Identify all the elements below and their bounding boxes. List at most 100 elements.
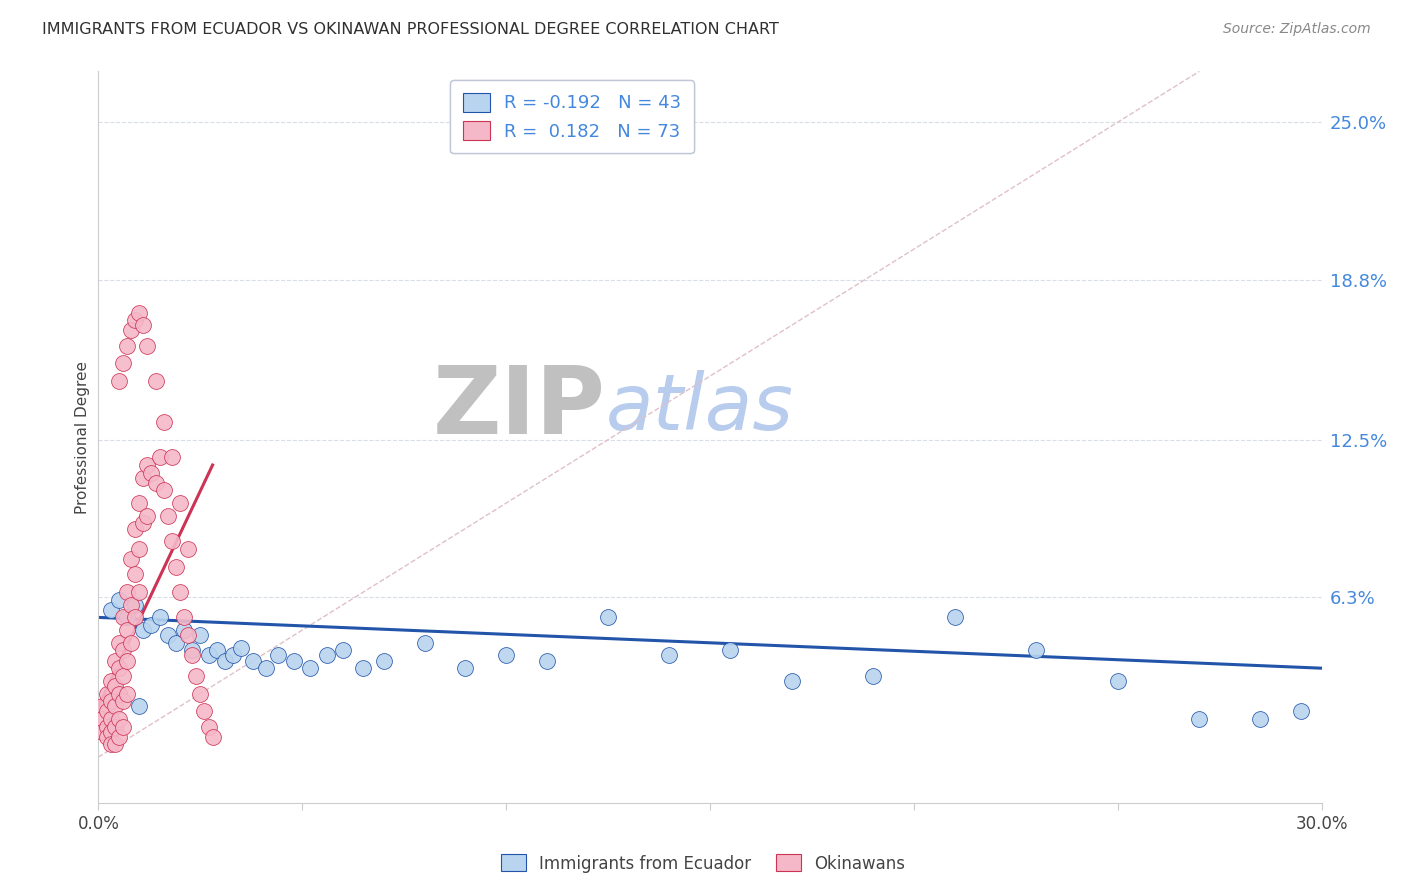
Point [156,508,179,523]
Point [124,521,146,535]
Point [108,712,131,726]
Point [115,610,138,624]
Point [96,720,118,734]
Point [193,705,215,719]
Point [373,654,395,668]
Point [205,643,228,657]
Point [128,541,150,556]
Point [177,541,200,556]
Point [149,610,172,624]
Point [91,724,114,739]
Point [132,471,155,485]
Point [152,483,174,498]
Point [141,466,163,480]
Point [536,654,558,668]
Point [136,458,159,472]
Point [186,669,208,683]
Point [104,654,127,668]
Text: 30.0%: 30.0% [1295,815,1348,833]
Point [115,623,138,637]
Point [495,648,517,663]
Point [201,730,224,744]
Point [104,679,127,693]
Point [115,339,138,353]
Legend: R = -0.192   N = 43, R =  0.182   N = 73: R = -0.192 N = 43, R = 0.182 N = 73 [450,80,695,153]
Point [1025,643,1047,657]
Point [169,496,191,510]
Point [124,313,146,327]
Point [454,661,477,675]
Point [332,643,354,657]
Point [120,598,142,612]
Point [100,673,122,688]
Point [242,654,264,668]
Point [111,694,134,708]
Point [188,628,212,642]
Point [1291,705,1313,719]
Point [188,687,212,701]
Point [108,661,131,675]
Point [165,559,187,574]
Point [124,598,146,612]
Point [413,636,436,650]
Point [108,636,131,650]
Point [115,585,138,599]
Point [152,415,174,429]
Point [1107,673,1129,688]
Point [1188,712,1211,726]
Point [104,699,127,714]
Point [128,496,150,510]
Point [1249,712,1271,726]
Point [104,720,127,734]
Point [120,636,142,650]
Text: ZIP: ZIP [433,362,606,454]
Point [96,687,118,701]
Point [132,516,155,531]
Point [108,730,131,744]
Point [128,699,150,714]
Point [943,610,966,624]
Point [115,687,138,701]
Point [862,669,884,683]
Point [100,603,122,617]
Point [100,694,122,708]
Point [136,508,159,523]
Point [156,628,179,642]
Text: IMMIGRANTS FROM ECUADOR VS OKINAWAN PROFESSIONAL DEGREE CORRELATION CHART: IMMIGRANTS FROM ECUADOR VS OKINAWAN PROF… [42,22,779,37]
Point [658,648,681,663]
Point [160,534,183,549]
Point [181,648,204,663]
Point [720,643,742,657]
Point [177,628,200,642]
Point [108,592,131,607]
Point [267,648,290,663]
Point [108,687,131,701]
Point [124,567,146,582]
Point [181,643,204,657]
Text: Source: ZipAtlas.com: Source: ZipAtlas.com [1223,22,1371,37]
Point [141,618,163,632]
Point [780,673,803,688]
Point [111,643,134,657]
Point [96,730,118,744]
Point [149,450,172,465]
Point [132,318,155,333]
Point [120,552,142,566]
Point [222,648,245,663]
Text: 0.0%: 0.0% [77,815,120,833]
Point [111,610,134,624]
Point [100,724,122,739]
Point [160,450,183,465]
Point [111,720,134,734]
Point [197,648,219,663]
Point [598,610,620,624]
Point [197,720,219,734]
Point [169,585,191,599]
Point [136,339,159,353]
Point [91,712,114,726]
Point [145,475,167,490]
Point [173,610,195,624]
Point [108,374,131,388]
Point [96,705,118,719]
Point [100,738,122,752]
